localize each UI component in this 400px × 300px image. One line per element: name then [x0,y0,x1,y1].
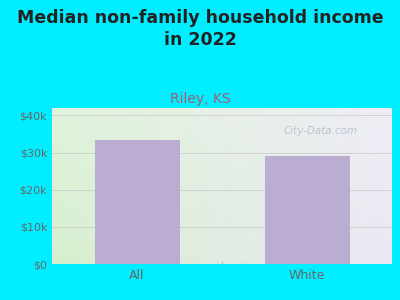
Bar [94,140,180,264]
Text: Riley, KS: Riley, KS [170,92,230,106]
Bar [264,155,350,264]
Text: City-Data.com: City-Data.com [283,126,357,136]
Text: Median non-family household income
in 2022: Median non-family household income in 20… [17,9,383,49]
